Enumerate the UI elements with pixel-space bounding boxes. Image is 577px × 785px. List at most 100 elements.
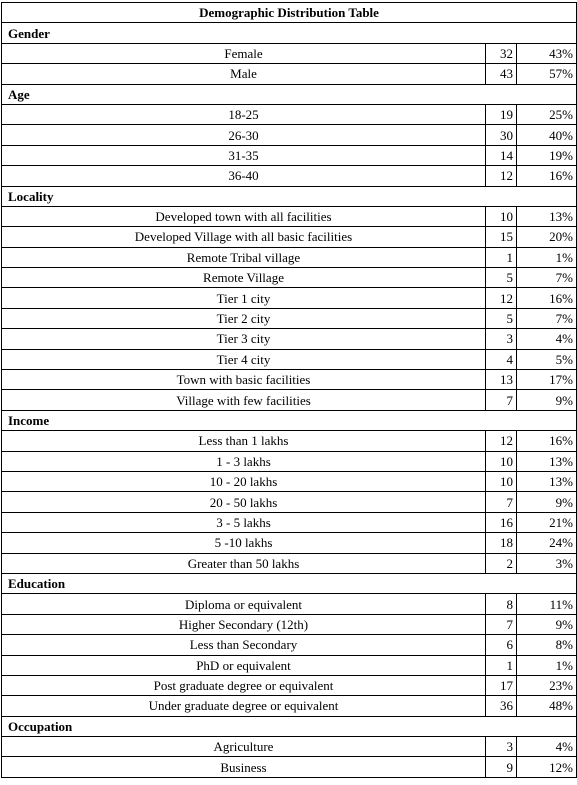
- table-row: Tier 4 city 4 5%: [1, 348, 577, 371]
- table-row: Female 32 43%: [1, 42, 577, 65]
- row-count: 6: [485, 634, 517, 656]
- section-header: Locality: [0, 185, 577, 207]
- row-percent: 5%: [515, 348, 577, 371]
- row-label: 10 - 20 lakhs: [1, 470, 486, 493]
- row-label: 36-40: [1, 165, 486, 187]
- row-count: 17: [485, 674, 517, 697]
- row-percent: 3%: [515, 552, 577, 574]
- row-percent: 48%: [515, 695, 577, 717]
- table-row: Male 43 57%: [1, 63, 577, 85]
- table-row: 10 - 20 lakhs 10 13%: [1, 470, 577, 493]
- row-label: Business: [1, 756, 486, 778]
- row-count: 9: [485, 756, 517, 778]
- row-count: 2: [485, 552, 517, 574]
- table-row: 18-25 19 25%: [1, 103, 577, 126]
- row-count: 43: [485, 63, 517, 85]
- table-row: Greater than 50 lakhs 2 3%: [1, 552, 577, 574]
- table-row: 31-35 14 19%: [1, 144, 577, 167]
- row-percent: 9%: [515, 491, 577, 513]
- table-row: Less than 1 lakhs 12 16%: [1, 430, 577, 452]
- table-row: Tier 1 city 12 16%: [1, 287, 577, 309]
- row-percent: 17%: [515, 369, 577, 391]
- row-percent: 57%: [515, 63, 577, 85]
- row-label: Tier 1 city: [1, 287, 486, 309]
- table-row: Post graduate degree or equivalent 17 23%: [1, 674, 577, 697]
- table-row: Agriculture 3 4%: [1, 736, 577, 758]
- table-title: Demographic Distribution Table: [0, 1, 577, 24]
- row-label: 26-30: [1, 124, 486, 146]
- row-label: Tier 4 city: [1, 348, 486, 371]
- row-count: 3: [485, 328, 517, 350]
- row-percent: 25%: [515, 103, 577, 126]
- row-percent: 21%: [515, 511, 577, 534]
- row-percent: 20%: [515, 226, 577, 248]
- table-row: Developed Village with all basic facilit…: [1, 226, 577, 248]
- row-label: 18-25: [1, 103, 486, 126]
- row-label: Higher Secondary (12th): [1, 613, 486, 636]
- row-count: 5: [485, 267, 517, 289]
- table-row: Less than Secondary 6 8%: [1, 634, 577, 656]
- row-percent: 8%: [515, 634, 577, 656]
- row-percent: 9%: [515, 613, 577, 636]
- row-label: 1 - 3 lakhs: [1, 450, 486, 472]
- row-label: 3 - 5 lakhs: [1, 511, 486, 534]
- table-row: Village with few facilities 7 9%: [1, 389, 577, 411]
- row-label: Less than Secondary: [1, 634, 486, 656]
- row-label: Agriculture: [1, 736, 486, 758]
- table-row: Tier 2 city 5 7%: [1, 307, 577, 330]
- table-row: Business 9 12%: [1, 756, 577, 778]
- table-row: Developed town with all facilities 10 13%: [1, 205, 577, 228]
- row-percent: 24%: [515, 532, 577, 554]
- row-label: Remote Village: [1, 267, 486, 289]
- row-label: PhD or equivalent: [1, 654, 486, 676]
- section-header-row: Income: [0, 409, 577, 432]
- section-header-row: Occupation: [0, 715, 577, 738]
- row-label: Developed town with all facilities: [1, 205, 486, 228]
- table-row: Under graduate degree or equivalent 36 48%: [1, 695, 577, 717]
- row-count: 7: [485, 491, 517, 513]
- row-percent: 9%: [515, 389, 577, 411]
- row-count: 15: [485, 226, 517, 248]
- row-count: 7: [485, 389, 517, 411]
- row-percent: 13%: [515, 470, 577, 493]
- row-count: 32: [485, 42, 517, 65]
- table-row: Town with basic facilities 13 17%: [1, 369, 577, 391]
- table-row: 36-40 12 16%: [1, 165, 577, 187]
- row-percent: 40%: [515, 124, 577, 146]
- row-label: Developed Village with all basic facilit…: [1, 226, 486, 248]
- table-row: Tier 3 city 3 4%: [1, 328, 577, 350]
- row-percent: 43%: [515, 42, 577, 65]
- table-row: 26-30 30 40%: [1, 124, 577, 146]
- row-percent: 16%: [515, 165, 577, 187]
- row-label: Tier 3 city: [1, 328, 486, 350]
- row-label: Diploma or equivalent: [1, 593, 486, 615]
- row-percent: 7%: [515, 267, 577, 289]
- row-count: 1: [485, 246, 517, 269]
- row-percent: 4%: [515, 736, 577, 758]
- section-header: Gender: [0, 22, 577, 44]
- row-count: 10: [485, 205, 517, 228]
- row-count: 12: [485, 430, 517, 452]
- row-percent: 19%: [515, 144, 577, 167]
- section-header-row: Gender: [0, 22, 577, 44]
- row-count: 14: [485, 144, 517, 167]
- row-count: 10: [485, 450, 517, 472]
- row-label: 5 -10 lakhs: [1, 532, 486, 554]
- row-count: 16: [485, 511, 517, 534]
- table-body: Gender Female 32 43% Male 43 57% Age 18-25 19 25% 2…: [0, 22, 577, 778]
- table-row: PhD or equivalent 1 1%: [1, 654, 577, 676]
- table-row: 1 - 3 lakhs 10 13%: [1, 450, 577, 472]
- table-row: 3 - 5 lakhs 16 21%: [1, 511, 577, 534]
- row-percent: 1%: [515, 654, 577, 676]
- row-label: Greater than 50 lakhs: [1, 552, 486, 574]
- row-percent: 23%: [515, 674, 577, 697]
- row-label: Town with basic facilities: [1, 369, 486, 391]
- row-count: 36: [485, 695, 517, 717]
- table-row: Diploma or equivalent 8 11%: [1, 593, 577, 615]
- row-label: Under graduate degree or equivalent: [1, 695, 486, 717]
- row-count: 8: [485, 593, 517, 615]
- row-percent: 16%: [515, 430, 577, 452]
- row-count: 4: [485, 348, 517, 371]
- row-percent: 11%: [515, 593, 577, 615]
